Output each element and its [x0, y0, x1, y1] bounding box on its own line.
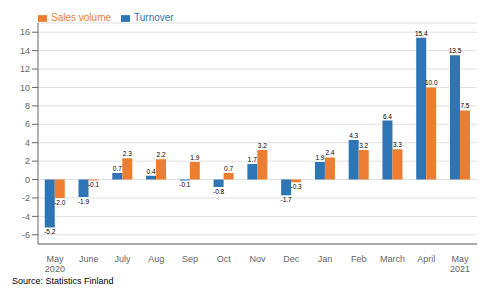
svg-text:May2020: May2020	[45, 254, 65, 274]
svg-text:8: 8	[25, 101, 30, 111]
svg-text:13.5: 13.5	[449, 47, 462, 54]
svg-text:Nov: Nov	[249, 254, 266, 264]
svg-text:-0.8: -0.8	[213, 188, 225, 195]
svg-text:12: 12	[20, 64, 30, 74]
svg-text:Aug: Aug	[148, 254, 164, 264]
svg-text:June: June	[79, 254, 99, 264]
svg-text:0: 0	[25, 175, 30, 185]
svg-text:0.4: 0.4	[147, 168, 156, 175]
svg-text:6.4: 6.4	[383, 113, 392, 120]
svg-text:1.9: 1.9	[315, 154, 324, 161]
svg-text:April: April	[417, 254, 435, 264]
svg-text:-6: -6	[22, 230, 30, 240]
html-text:Source: Statistics Finland: Source: Statistics Finland	[12, 276, 114, 286]
svg-text:10.0: 10.0	[425, 79, 438, 86]
svg-text:3.2: 3.2	[359, 142, 368, 149]
svg-text:-1.7: -1.7	[281, 196, 293, 203]
svg-text:2.4: 2.4	[325, 149, 334, 156]
svg-text:-4: -4	[22, 212, 30, 222]
html-text:Turnover: Turnover	[134, 12, 174, 23]
svg-text:Oct: Oct	[217, 254, 232, 264]
svg-text:1.9: 1.9	[190, 154, 199, 161]
svg-text:2.2: 2.2	[157, 151, 166, 158]
svg-text:6: 6	[25, 119, 30, 129]
svg-text:-0.1: -0.1	[88, 181, 100, 188]
svg-text:3.2: 3.2	[258, 142, 267, 149]
svg-text:0.7: 0.7	[224, 165, 233, 172]
svg-text:March: March	[380, 254, 405, 264]
svg-text:Jan: Jan	[318, 254, 333, 264]
svg-text:Sep: Sep	[182, 254, 198, 264]
svg-text:-2: -2	[22, 193, 30, 203]
svg-text:-5.2: -5.2	[44, 228, 56, 235]
svg-text:7.5: 7.5	[460, 102, 469, 109]
svg-text:2: 2	[25, 156, 30, 166]
svg-text:-2.0: -2.0	[54, 199, 66, 206]
svg-text:1.7: 1.7	[248, 156, 257, 163]
svg-text:14: 14	[20, 46, 30, 56]
svg-text:-0.3: -0.3	[291, 183, 303, 190]
svg-text:Feb: Feb	[351, 254, 367, 264]
svg-text:16: 16	[20, 27, 30, 37]
svg-text:Dec: Dec	[283, 254, 300, 264]
svg-text:4.3: 4.3	[349, 132, 358, 139]
svg-text:4: 4	[25, 138, 30, 148]
svg-text:3.3: 3.3	[393, 141, 402, 148]
svg-text:May2021: May2021	[450, 254, 470, 274]
svg-text:15.4: 15.4	[415, 30, 428, 37]
svg-text:July: July	[114, 254, 131, 264]
svg-text:-0.1: -0.1	[179, 181, 191, 188]
svg-text:2.3: 2.3	[123, 150, 132, 157]
html-text:Sales volume: Sales volume	[51, 12, 111, 23]
svg-text:10: 10	[20, 83, 30, 93]
svg-text:0.7: 0.7	[113, 165, 122, 172]
svg-text:-1.9: -1.9	[78, 198, 90, 205]
